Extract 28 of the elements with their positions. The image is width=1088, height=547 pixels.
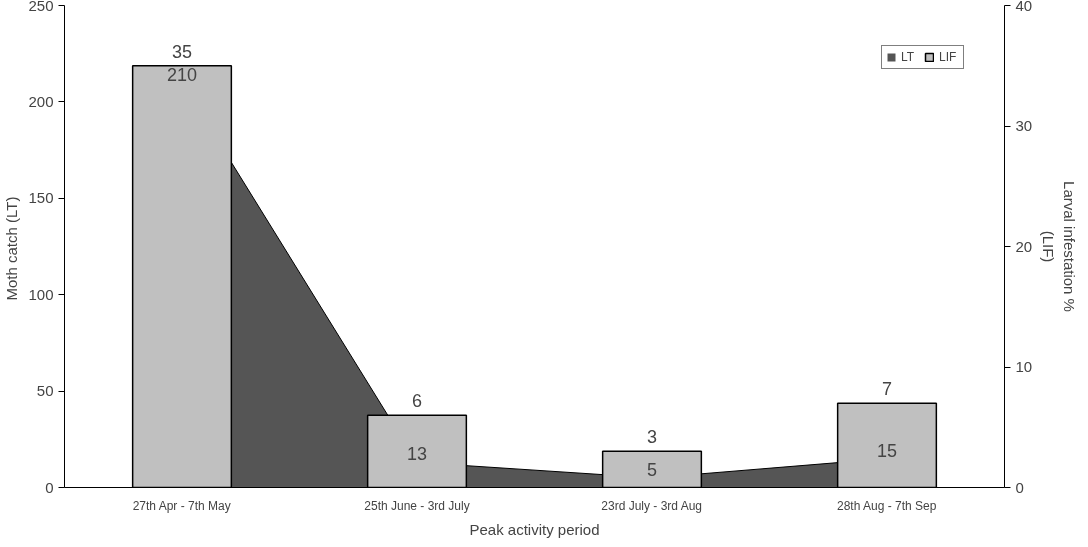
y2-tick-label: 40 [1015,0,1033,14]
y-tick-label: 100 [28,285,54,303]
y-tick-label: 200 [28,92,54,110]
y2-tick-label: 0 [1015,478,1024,496]
legend-label: LIF [939,50,958,64]
data-label: 13 [406,444,428,465]
data-label: 6 [411,391,423,412]
data-label: 35 [171,41,193,62]
y-tick-label: 150 [28,189,54,207]
x-tick-label: 27th Apr - 7th May [132,498,231,513]
data-label: 210 [166,64,198,85]
data-label: 5 [646,459,658,480]
y-tick-label: 250 [28,0,54,14]
data-label: 15 [876,440,898,461]
y2-tick-label: 30 [1015,117,1033,134]
y-tick-label: 0 [45,478,54,496]
y2-tick-label: 20 [1015,237,1033,255]
data-label: 7 [881,379,893,400]
y-tick-label: 50 [36,382,54,400]
x-tick-label: 25th June - 3rd July [364,498,470,513]
y2-tick-label: 10 [1015,358,1033,375]
legend-label: LT [901,50,916,64]
data-label: 3 [646,427,658,448]
x-tick-label: 23rd July - 3rd Aug [601,498,703,513]
y2-axis-title: Larval infestation % (LIF) [1040,181,1078,312]
y-axis-title: Moth catch (LT) [3,196,21,301]
x-tick-label: 28th Aug - 7th Sep [836,498,937,513]
x-axis-title: Peak activity period [469,520,600,538]
